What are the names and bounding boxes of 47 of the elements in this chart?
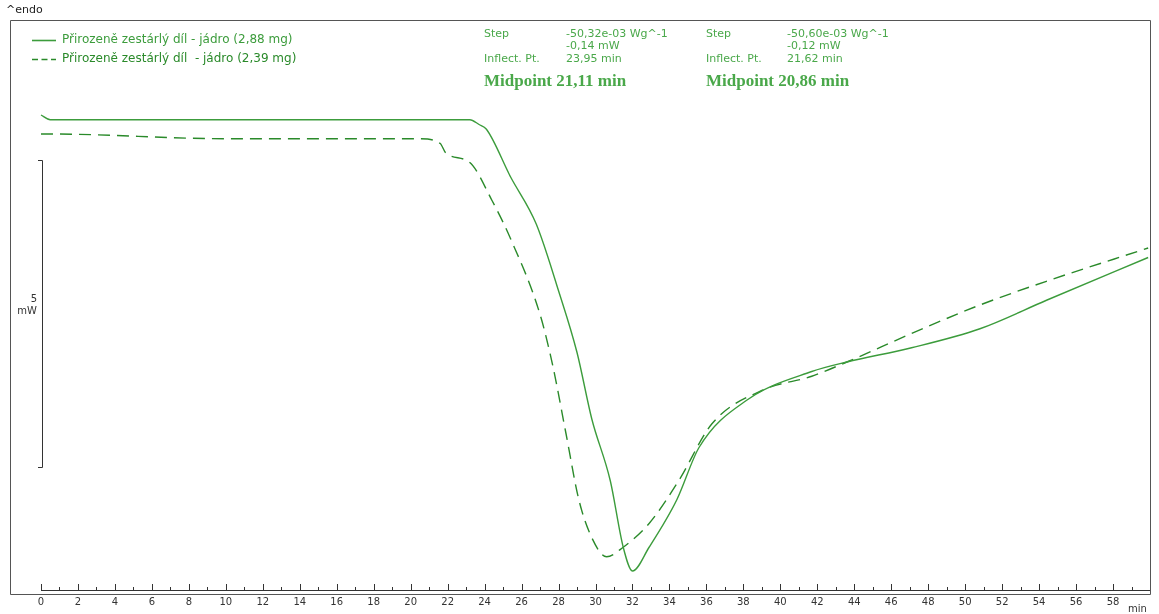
text: ^endo <box>6 2 43 16</box>
text: -0,12 mW <box>787 38 841 52</box>
text: Step <box>706 26 732 40</box>
x-tick-label: 22 <box>441 595 454 607</box>
x-tick-label: 24 <box>478 595 491 607</box>
x-tick-label: 44 <box>847 595 861 607</box>
x-tick-label: 42 <box>810 595 824 607</box>
x-axis-title: min <box>1128 602 1147 614</box>
x-tick-label: 34 <box>663 595 676 607</box>
text: -0,14 mW <box>566 38 620 52</box>
x-tick-label: 0 <box>37 595 45 607</box>
text: Midpoint 21,11 min <box>484 71 627 91</box>
x-tick-label: 52 <box>995 595 1009 607</box>
x-tick-label: 38 <box>737 595 750 607</box>
x-tick-label: 18 <box>367 595 381 607</box>
text: -50,60e-03 Wg^-1 <box>787 26 889 40</box>
x-tick-label: 4 <box>111 595 119 607</box>
x-tick-label: 20 <box>404 595 418 607</box>
text: Midpoint 20,86 min <box>706 71 850 91</box>
y-axis-title: 5 mW <box>17 292 38 316</box>
x-tick-label: 28 <box>552 595 565 607</box>
x-tick-label: 48 <box>921 595 935 607</box>
x-tick-label: 46 <box>884 595 898 607</box>
x-tick-label: 56 <box>1069 595 1083 607</box>
x-tick-label: 10 <box>219 595 233 607</box>
x-tick-label: 58 <box>1106 595 1120 607</box>
x-tick-label: 6 <box>148 595 156 607</box>
x-tick-label: 8 <box>185 595 193 607</box>
text: 21,62 min <box>787 51 843 65</box>
x-tick-label: 16 <box>330 595 344 607</box>
x-tick-label: 2 <box>74 595 82 607</box>
text: Inflect. Pt. <box>484 51 540 65</box>
x-tick-label: 54 <box>1032 595 1046 607</box>
x-tick-label: 40 <box>773 595 787 607</box>
text: -50,32e-03 Wg^-1 <box>566 26 668 40</box>
legend-label: Přirozeně zestárlý díl - jádro (2,88 mg) <box>62 32 293 47</box>
text: Inflect. Pt. <box>706 51 762 65</box>
x-tick-label: 14 <box>293 595 307 607</box>
text: Step <box>484 26 510 40</box>
x-tick-label: 50 <box>958 595 972 607</box>
text: 23,95 min <box>566 51 622 65</box>
legend-label: Přirozeně zestárlý díl - jádro (2,39 mg) <box>62 51 297 66</box>
x-tick-label: 32 <box>626 595 639 607</box>
x-tick-label: 30 <box>589 595 602 607</box>
x-tick-label: 36 <box>700 595 713 607</box>
x-tick-label: 26 <box>515 595 528 607</box>
x-tick-label: 12 <box>256 595 270 607</box>
